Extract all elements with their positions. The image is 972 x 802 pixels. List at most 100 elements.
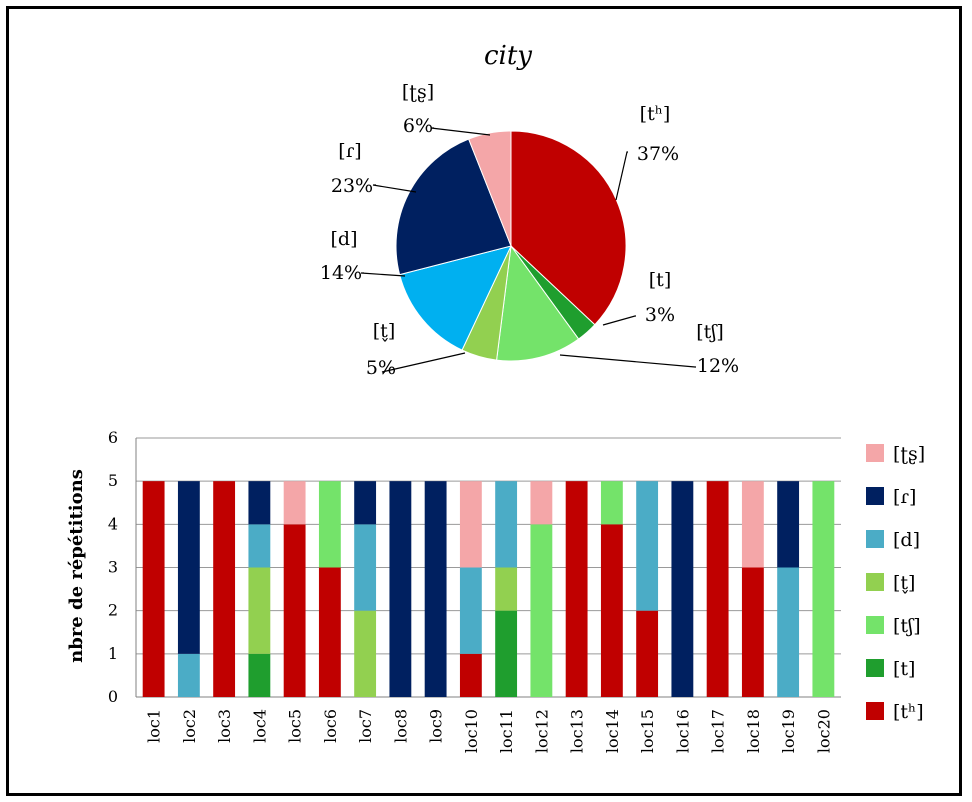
pie-slice — [496, 244, 580, 362]
pie-slice — [468, 130, 512, 247]
pie-slice-percent: 23% — [331, 175, 373, 197]
bar-chart: nbre de répétitions 0 1 2 3 4 5 6 loc1 loc2 loc3… — [66, 428, 925, 753]
legend-label: [ɾ] — [893, 486, 916, 508]
bar-segment — [459, 481, 482, 568]
y-tick-label: 6 — [108, 428, 118, 447]
bar-segment — [354, 524, 377, 611]
x-tick-label: loc3 — [215, 709, 234, 743]
bar-segment — [777, 481, 800, 568]
legend-label: [tʰ] — [893, 701, 924, 723]
pie-leader-line — [602, 315, 636, 326]
pie-slice — [510, 130, 627, 326]
pie-slice-percent: 3% — [645, 304, 675, 326]
bar-segment — [636, 481, 659, 611]
x-tick-labels: loc1 loc2 loc3 loc4 loc5 loc6 loc7 loc8 loc9 loc1… — [145, 709, 834, 753]
pie-chart: city [tʰ] 37% [t] 3% [tʃ] 12% [t̬] 5% [d] 14% [ɾ] 2… — [320, 41, 739, 379]
bar-segment — [318, 481, 341, 568]
x-tick-label: loc20 — [814, 709, 833, 753]
pie-slice-name: [t̬] — [373, 320, 395, 342]
x-tick-label: loc9 — [427, 709, 446, 743]
x-tick-label: loc14 — [603, 709, 622, 753]
bar-segment — [248, 653, 271, 697]
y-tick-labels: 0 1 2 3 4 5 6 — [108, 428, 118, 706]
bar-segment — [283, 481, 306, 525]
legend-swatch — [866, 444, 884, 462]
x-tick-label: loc15 — [638, 709, 657, 753]
bar-segment — [706, 481, 729, 697]
y-tick-label: 1 — [108, 644, 118, 663]
bar-segment — [530, 524, 553, 697]
bar-segment — [741, 481, 764, 568]
bar-gridlines — [135, 437, 841, 698]
pie-slice-percent: 6% — [403, 115, 433, 137]
y-tick-label: 0 — [108, 687, 118, 706]
x-tick-label: loc16 — [673, 709, 692, 753]
bar-segment — [354, 481, 377, 525]
x-tick-label: loc4 — [250, 709, 269, 743]
bar-segment — [318, 567, 341, 697]
x-tick-label: loc8 — [391, 709, 410, 743]
bar-segment — [495, 610, 518, 697]
pie-slice-name: [t] — [649, 269, 671, 291]
bar-segment — [741, 567, 764, 697]
legend-label: [t] — [893, 658, 915, 680]
pie-leader-line — [372, 184, 417, 193]
x-tick-label: loc7 — [356, 709, 375, 743]
bar-segment — [600, 524, 623, 697]
bar-segment — [495, 481, 518, 568]
pie-slice-name: [ɾ] — [338, 140, 361, 162]
bar-segment — [671, 481, 694, 697]
bar-segment — [636, 610, 659, 697]
pie-slice — [395, 138, 512, 276]
legend-label: [t̬] — [893, 572, 915, 594]
pie-slice-percent: 14% — [320, 262, 362, 284]
legend-swatch — [866, 573, 884, 591]
legend-swatch — [866, 616, 884, 634]
pie-leader-line — [360, 272, 406, 277]
x-tick-label: loc11 — [497, 709, 516, 753]
pie-leader-line — [381, 352, 466, 373]
bar-segment — [248, 481, 271, 525]
x-tick-label: loc5 — [286, 709, 305, 743]
legend-swatch — [866, 659, 884, 677]
bar-segment — [459, 567, 482, 654]
pie-slice-name: [ʈʂ] — [402, 81, 434, 103]
pie-leader-line — [615, 151, 628, 201]
legend-swatch — [866, 530, 884, 548]
pie-leader-line — [559, 354, 696, 368]
bar-segment — [495, 567, 518, 611]
pie-slice-name: [tʃ] — [696, 321, 724, 343]
legend-label: [d] — [893, 529, 920, 551]
bar-segment — [777, 567, 800, 697]
bar-segment — [177, 653, 200, 697]
pie-slice-percent: 12% — [697, 355, 739, 377]
legend-label: [tʃ] — [893, 615, 921, 637]
legend-label: [ʈʂ] — [893, 443, 925, 465]
bar-segment — [565, 481, 588, 697]
x-tick-label: loc19 — [779, 709, 798, 753]
pie-leader-line — [430, 127, 491, 136]
bar-segment — [812, 481, 835, 697]
legend-swatch — [866, 702, 884, 720]
pie-slice-percent: 37% — [637, 143, 679, 165]
x-tick-label: loc6 — [321, 709, 340, 743]
pie-slice — [399, 245, 512, 351]
bar-segment — [248, 524, 271, 568]
bar-segment — [600, 481, 623, 525]
x-tick-label: loc13 — [568, 709, 587, 753]
bar-segments — [142, 481, 835, 697]
bar-segment — [283, 524, 306, 697]
bar-segment — [248, 567, 271, 654]
bar-segment — [354, 610, 377, 697]
y-axis-label: nbre de répétitions — [66, 469, 87, 663]
bar-segment — [389, 481, 412, 697]
y-tick-label: 4 — [108, 514, 118, 533]
y-tick-label: 2 — [108, 601, 118, 620]
x-tick-label: loc1 — [145, 709, 164, 743]
x-tick-label: loc10 — [462, 709, 481, 753]
x-tick-label: loc18 — [744, 709, 763, 753]
y-tick-label: 3 — [108, 558, 118, 577]
bar-segment — [459, 653, 482, 697]
bar-segment — [424, 481, 447, 697]
